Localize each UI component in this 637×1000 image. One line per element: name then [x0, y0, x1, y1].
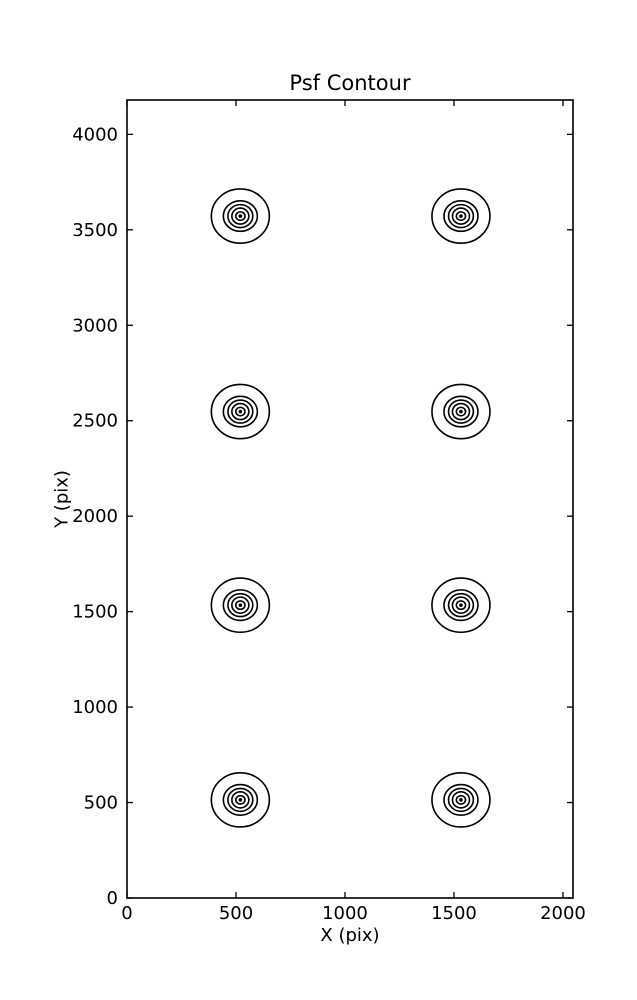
- contour-ring: [234, 406, 246, 417]
- contour-ring: [231, 596, 250, 614]
- x-axis-label: X (pix): [320, 925, 380, 946]
- contour-ring: [227, 203, 254, 229]
- contour-ring: [222, 200, 259, 233]
- contour-ring: [451, 402, 471, 421]
- contour-ring: [447, 592, 475, 618]
- psf-center-dot: [459, 214, 463, 218]
- contour-ring: [431, 577, 491, 634]
- psf-center-dot: [459, 798, 463, 802]
- contour-ring: [443, 589, 479, 622]
- contour-ring: [455, 406, 467, 417]
- contour-ring: [451, 207, 471, 225]
- contour-ring: [210, 188, 271, 244]
- y-tick-label: 2000: [72, 506, 118, 527]
- y-tick-label: 0: [107, 888, 118, 909]
- x-tick-label: 1000: [322, 903, 368, 924]
- contour-ring: [210, 383, 271, 440]
- contour-ring: [234, 794, 246, 805]
- x-tick-label: 0: [121, 903, 132, 924]
- contour-ring: [231, 207, 250, 225]
- y-tick-label: 500: [84, 793, 118, 814]
- psf-center-dot: [238, 214, 243, 218]
- contour-ring: [234, 211, 246, 222]
- y-tick-label: 3500: [72, 220, 118, 241]
- contour-ring: [231, 791, 250, 809]
- contour-ring: [210, 577, 271, 634]
- contour-ring: [447, 787, 475, 813]
- x-tick-label: 500: [219, 903, 253, 924]
- x-tick-label: 2000: [540, 903, 586, 924]
- contour-ring: [210, 771, 271, 828]
- contour-ring: [231, 402, 250, 421]
- contour-ring: [443, 200, 479, 233]
- psf-center-dot: [459, 409, 463, 414]
- contour-ring: [443, 395, 479, 428]
- psf-center-dot: [459, 603, 463, 607]
- contour-ring: [431, 188, 491, 244]
- contour-ring: [455, 211, 467, 222]
- contour-ring: [455, 600, 467, 611]
- contour-ring: [443, 783, 479, 816]
- y-axis-label: Y (pix): [51, 470, 73, 528]
- contour-ring: [431, 383, 491, 440]
- contour-ring: [234, 600, 246, 611]
- contour-ring: [451, 791, 471, 809]
- contour-ring: [431, 771, 491, 828]
- psf-center-dot: [238, 798, 243, 802]
- y-tick-label: 2500: [72, 411, 118, 432]
- psf-center-dot: [238, 409, 243, 414]
- plot-frame: [126, 99, 574, 899]
- y-tick-label: 4000: [72, 124, 118, 145]
- contour-ring: [227, 399, 254, 424]
- contour-ring: [227, 592, 254, 618]
- contour-ring: [222, 783, 259, 816]
- y-tick-label: 1000: [72, 697, 118, 718]
- contour-ring: [447, 399, 475, 424]
- y-tick-label: 3000: [72, 315, 118, 336]
- plot-title: Psf Contour: [289, 71, 411, 95]
- contour-ring: [222, 589, 259, 622]
- contour-ring: [451, 596, 471, 614]
- contour-ring: [222, 395, 259, 428]
- y-tick-label: 1500: [72, 602, 118, 623]
- contour-ring: [447, 203, 475, 229]
- x-tick-label: 1500: [431, 903, 477, 924]
- psf-center-dot: [238, 603, 243, 607]
- contour-ring: [227, 787, 254, 813]
- contour-ring: [455, 794, 467, 805]
